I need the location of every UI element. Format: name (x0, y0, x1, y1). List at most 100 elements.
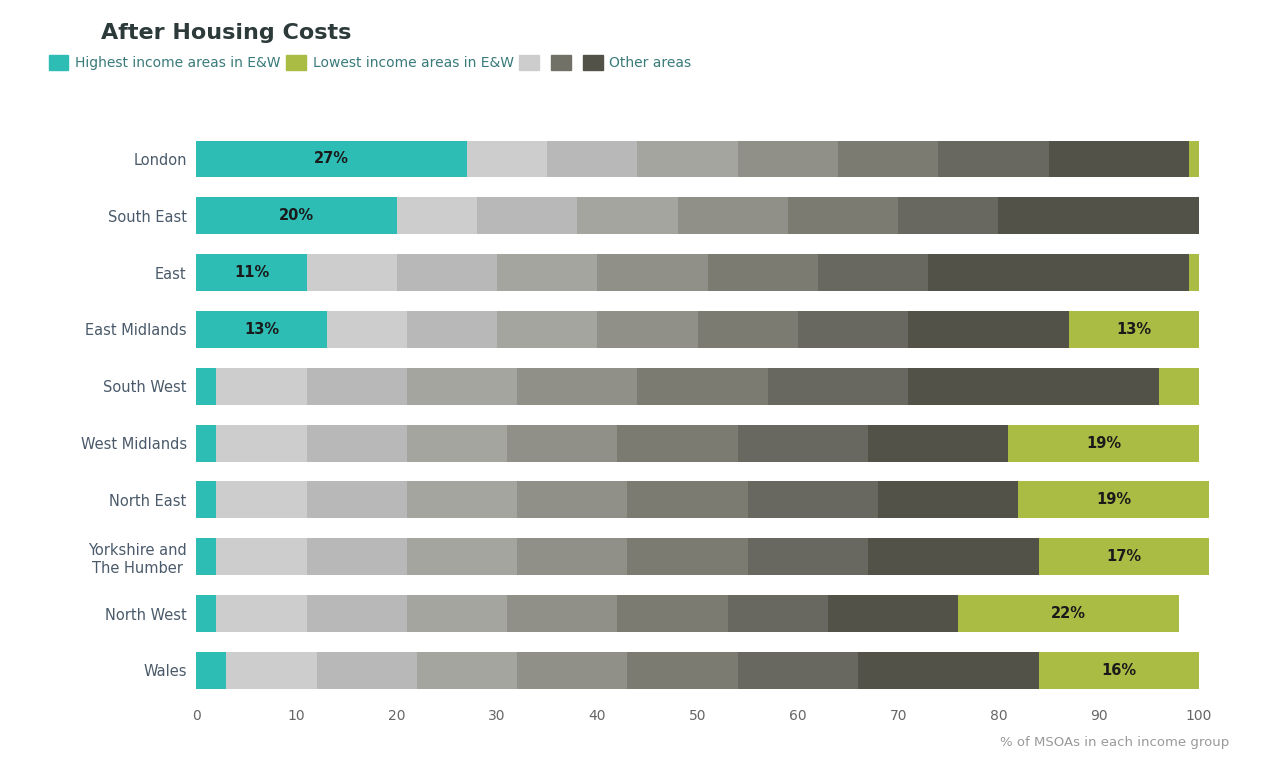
Bar (407, 368, 517, 405)
Bar (517, 538, 627, 575)
Bar (217, 368, 307, 405)
Bar (196, 482, 217, 518)
Bar (727, 595, 827, 632)
Bar (468, 141, 547, 177)
Bar (1188, 254, 1199, 291)
Bar (196, 368, 217, 405)
Text: 19%: 19% (1086, 435, 1121, 451)
Bar (1009, 425, 1199, 462)
Bar (517, 368, 637, 405)
Text: 16%: 16% (1101, 663, 1136, 678)
Bar (929, 254, 1188, 291)
Bar (1039, 538, 1209, 575)
Bar (407, 311, 497, 348)
Bar (327, 311, 407, 348)
Bar (737, 425, 868, 462)
Bar (958, 595, 1178, 632)
Bar (307, 254, 397, 291)
Text: 20%: 20% (279, 208, 314, 223)
Bar (196, 538, 217, 575)
Bar (837, 141, 939, 177)
Bar (407, 482, 517, 518)
Bar (217, 538, 307, 575)
Text: 17%: 17% (1106, 549, 1142, 564)
Bar (1019, 482, 1209, 518)
Bar (307, 595, 407, 632)
Bar (517, 482, 627, 518)
Bar (1068, 311, 1199, 348)
Bar (868, 538, 1039, 575)
Bar (637, 368, 768, 405)
Bar (939, 141, 1049, 177)
Bar (497, 254, 598, 291)
Bar (196, 425, 217, 462)
Text: 19%: 19% (1096, 492, 1131, 508)
Text: 13%: 13% (1116, 322, 1152, 337)
Text: % of MSOAs in each income group: % of MSOAs in each income group (1000, 736, 1229, 749)
Bar (547, 141, 637, 177)
Bar (908, 368, 1159, 405)
Bar (798, 311, 908, 348)
Bar (598, 254, 708, 291)
Text: After Housing Costs: After Housing Costs (101, 23, 352, 43)
Bar (478, 197, 578, 234)
Text: 11%: 11% (234, 265, 269, 280)
Bar (307, 538, 407, 575)
Bar (317, 652, 417, 689)
Legend: Highest income areas in E&W, Lowest income areas in E&W, , , Other areas: Highest income areas in E&W, Lowest inco… (43, 49, 697, 76)
Bar (627, 538, 748, 575)
Bar (858, 652, 1039, 689)
Text: 13%: 13% (245, 322, 279, 337)
Bar (217, 425, 307, 462)
Bar (407, 538, 517, 575)
Bar (196, 141, 468, 177)
Text: 22%: 22% (1052, 606, 1086, 621)
Bar (868, 425, 1009, 462)
Bar (217, 482, 307, 518)
Bar (196, 652, 227, 689)
Bar (417, 652, 517, 689)
Bar (768, 368, 908, 405)
Bar (737, 652, 858, 689)
Bar (196, 197, 397, 234)
Text: 27%: 27% (314, 151, 350, 167)
Bar (898, 197, 998, 234)
Bar (578, 197, 678, 234)
Bar (407, 425, 507, 462)
Bar (737, 141, 837, 177)
Bar (698, 311, 798, 348)
Bar (598, 311, 698, 348)
Bar (1049, 141, 1188, 177)
Bar (788, 197, 898, 234)
Bar (617, 425, 737, 462)
Bar (517, 652, 627, 689)
Bar (818, 254, 929, 291)
Bar (678, 197, 788, 234)
Bar (637, 141, 737, 177)
Bar (397, 254, 497, 291)
Bar (827, 595, 958, 632)
Bar (397, 197, 478, 234)
Bar (217, 595, 307, 632)
Bar (627, 482, 748, 518)
Bar (878, 482, 1019, 518)
Bar (196, 254, 307, 291)
Bar (1188, 141, 1199, 177)
Bar (507, 595, 617, 632)
Bar (748, 538, 868, 575)
Bar (307, 482, 407, 518)
Bar (708, 254, 818, 291)
Bar (627, 652, 737, 689)
Bar (407, 595, 507, 632)
Bar (196, 595, 217, 632)
Bar (196, 311, 327, 348)
Bar (507, 425, 617, 462)
Bar (998, 197, 1199, 234)
Bar (908, 311, 1068, 348)
Bar (748, 482, 878, 518)
Bar (617, 595, 727, 632)
Bar (1039, 652, 1199, 689)
Bar (1159, 368, 1199, 405)
Bar (307, 368, 407, 405)
Bar (497, 311, 598, 348)
